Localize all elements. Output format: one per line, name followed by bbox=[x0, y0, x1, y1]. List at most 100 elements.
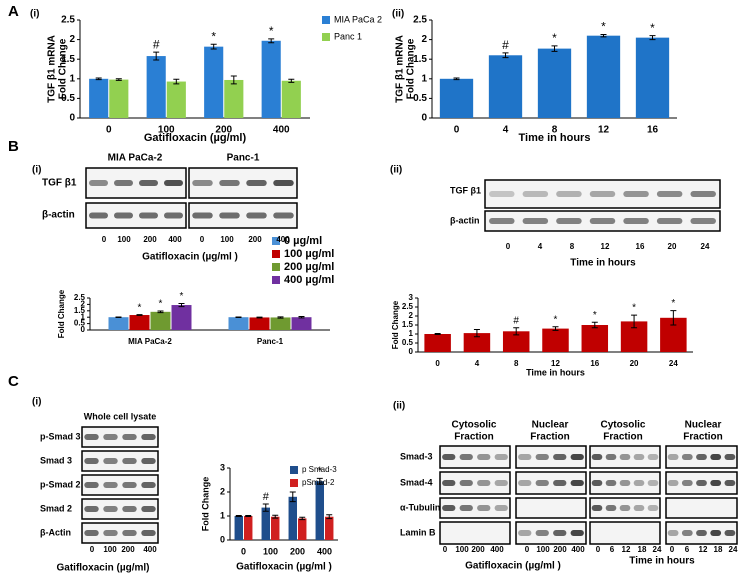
lane-label: 24 bbox=[653, 545, 662, 554]
bar bbox=[270, 317, 291, 330]
lane-label: 100 bbox=[103, 545, 117, 554]
y-tick-label: 1 bbox=[81, 312, 86, 321]
annotation: * bbox=[593, 310, 597, 321]
blot-x-label: Time in hours bbox=[570, 258, 636, 269]
y-tick-label: 0 bbox=[220, 534, 225, 544]
x-tick-label: 0 bbox=[106, 125, 112, 136]
bar bbox=[463, 333, 491, 352]
y-tick-label: 0 bbox=[81, 325, 86, 334]
blot-band bbox=[164, 180, 183, 186]
blot-band bbox=[518, 480, 532, 486]
error-bar bbox=[513, 327, 520, 336]
x-tick-label: 100 bbox=[158, 125, 175, 136]
blot-row-label: Smad-4 bbox=[400, 477, 433, 487]
annotation: # bbox=[263, 491, 270, 503]
error-bar bbox=[245, 515, 252, 517]
blot-band bbox=[84, 434, 99, 440]
blot-band bbox=[442, 454, 456, 460]
lane-label: 12 bbox=[622, 545, 631, 554]
blot-x-label: Gatifloxacin (µg/ml) bbox=[57, 563, 150, 574]
lane-label: 0 bbox=[670, 545, 675, 554]
blot-band bbox=[459, 454, 473, 460]
blot-band bbox=[647, 454, 659, 460]
lane-label: 100 bbox=[536, 545, 550, 554]
error-bar bbox=[434, 332, 441, 336]
error-bar bbox=[153, 51, 160, 61]
lane-label: 0 bbox=[506, 242, 511, 251]
lane-label: 0 bbox=[596, 545, 601, 554]
bar bbox=[581, 325, 609, 352]
bar bbox=[166, 81, 186, 118]
blot-band bbox=[477, 505, 491, 511]
annotation: # bbox=[513, 315, 519, 326]
lane-label: 0 bbox=[90, 545, 95, 554]
bar bbox=[586, 35, 621, 118]
blot-band bbox=[591, 454, 603, 460]
blot-band bbox=[633, 505, 645, 511]
blot-band bbox=[619, 454, 631, 460]
error-bar bbox=[157, 310, 164, 314]
lane-label: 0 bbox=[200, 235, 205, 244]
blot-band bbox=[84, 458, 99, 464]
error-bar bbox=[552, 326, 559, 331]
blot-band bbox=[535, 530, 549, 536]
blot bbox=[515, 471, 587, 495]
bar bbox=[234, 516, 243, 540]
y-tick-label: 2 bbox=[81, 300, 86, 309]
blot-band bbox=[710, 480, 722, 486]
error-bar bbox=[272, 514, 279, 519]
blot-band bbox=[667, 454, 679, 460]
blot-band bbox=[681, 454, 693, 460]
lane-label: 100 bbox=[455, 545, 469, 554]
legend-swatch bbox=[272, 250, 280, 258]
lane-label: 18 bbox=[638, 545, 647, 554]
blot-band bbox=[667, 480, 679, 486]
blot-row-label: β-actin bbox=[42, 210, 75, 221]
y-tick-label: 1.5 bbox=[402, 320, 414, 329]
blot-band bbox=[246, 180, 267, 186]
x-tick-label: 16 bbox=[647, 125, 659, 136]
legend-label: Panc 1 bbox=[334, 31, 362, 41]
legend-label: 200 µg/ml bbox=[284, 261, 334, 273]
blot-band bbox=[553, 480, 567, 486]
blot-band bbox=[605, 454, 617, 460]
bar bbox=[244, 516, 253, 540]
lane-label: 100 bbox=[117, 235, 131, 244]
bar bbox=[204, 46, 224, 118]
blot-band bbox=[667, 530, 679, 536]
blot-band bbox=[442, 505, 456, 511]
lane-label: 6 bbox=[610, 545, 615, 554]
blot-header: MIA PaCa-2 bbox=[108, 153, 163, 164]
error-bar bbox=[288, 78, 295, 83]
blot-band bbox=[710, 454, 722, 460]
bar bbox=[424, 334, 451, 352]
lane-label: 200 bbox=[143, 235, 157, 244]
blot-row-label: TGF β1 bbox=[42, 178, 77, 189]
annotation: * bbox=[159, 299, 163, 310]
annotation: * bbox=[269, 24, 274, 38]
x-axis-label: Time in hours bbox=[526, 367, 585, 377]
y-tick-label: 0 bbox=[409, 347, 414, 356]
blot-row-label: Lamin B bbox=[400, 527, 436, 537]
blot bbox=[439, 497, 511, 519]
y-tick-label: 2 bbox=[409, 311, 414, 320]
annotation: * bbox=[180, 291, 184, 302]
lane-label: 400 bbox=[571, 545, 585, 554]
blot-band bbox=[219, 180, 240, 186]
blot-band bbox=[656, 218, 683, 224]
y-tick-label: 2.5 bbox=[74, 293, 86, 302]
blot-band bbox=[633, 454, 645, 460]
blot-band bbox=[494, 454, 508, 460]
blot-band bbox=[570, 480, 584, 486]
panel-label: (ii) bbox=[392, 9, 404, 20]
lane-label: 20 bbox=[668, 242, 677, 251]
blot-band bbox=[724, 454, 736, 460]
blot bbox=[439, 471, 511, 495]
blot-band bbox=[459, 480, 473, 486]
blot-row-label: p-Smad 2 bbox=[40, 479, 81, 489]
panel-label: (i) bbox=[32, 165, 41, 176]
blot-band bbox=[122, 458, 137, 464]
x-tick-label: 20 bbox=[630, 359, 639, 368]
blot-band bbox=[103, 434, 118, 440]
lane-label: 6 bbox=[685, 545, 690, 554]
